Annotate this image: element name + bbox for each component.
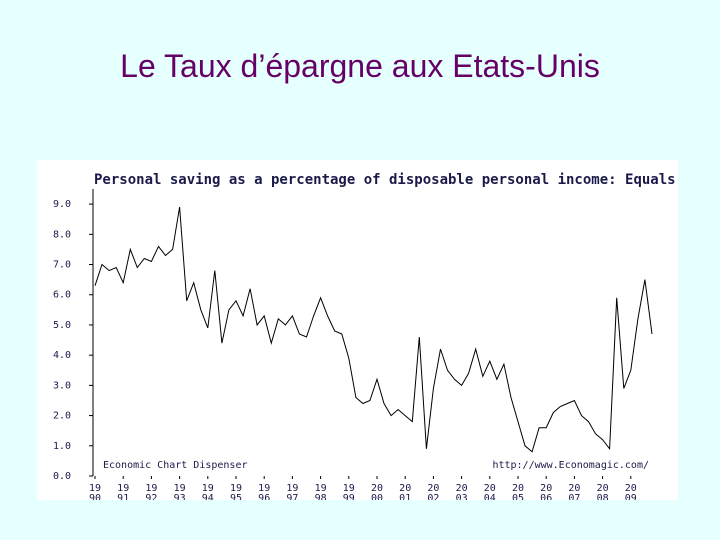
y-tick-label: 4.0 — [53, 350, 71, 361]
chart: Personal saving as a percentage of dispo… — [37, 160, 678, 500]
x-tick-label: 19 92 — [145, 483, 157, 500]
annotation: http://www.Economagic.com/ — [492, 460, 649, 471]
x-tick-label: 19 97 — [286, 483, 298, 500]
x-tick-label-part: 20 — [427, 483, 439, 494]
x-tick-label-part: 20 — [484, 483, 496, 494]
y-tick-label: 7.0 — [53, 260, 71, 271]
x-tick-label: 19 96 — [258, 483, 270, 500]
y-tick-label: 1.0 — [53, 441, 71, 452]
x-tick-label-part: 96 — [258, 493, 270, 500]
y-tick-label: 8.0 — [53, 229, 71, 240]
x-tick-label: 19 95 — [230, 483, 242, 500]
x-tick-label-part: 06 — [540, 493, 552, 500]
x-tick-label: 20 08 — [597, 483, 609, 500]
x-tick-label-part: 20 — [625, 483, 637, 494]
x-tick-label-part: 00 — [371, 493, 383, 500]
x-tick-label-part: 95 — [230, 493, 242, 500]
x-tick-label-part: 20 — [512, 483, 524, 494]
x-tick-label-part: 19 — [230, 483, 242, 494]
x-tick-label-part: 20 — [540, 483, 552, 494]
x-tick-label-part: 20 — [371, 483, 383, 494]
x-tick-label-part: 07 — [568, 493, 580, 500]
x-tick-label-part: 01 — [399, 493, 411, 500]
y-tick-label: 6.0 — [53, 290, 71, 301]
x-tick-label-part: 05 — [512, 493, 524, 500]
x-tick-label-part: 19 — [145, 483, 157, 494]
x-tick-label-part: 19 — [286, 483, 298, 494]
slide-title: Le Taux d’épargne aux Etats-Unis — [120, 48, 600, 84]
x-tick-label: 20 01 — [399, 483, 411, 500]
x-tick-label-part: 94 — [202, 493, 214, 500]
annotation: Economic Chart Dispenser — [103, 460, 248, 471]
data-line — [94, 207, 653, 453]
x-tick-label-part: 19 — [315, 483, 327, 494]
x-tick-label-part: 08 — [597, 493, 609, 500]
x-tick-label-part: 20 — [568, 483, 580, 494]
x-tick-label: 19 91 — [117, 483, 129, 500]
chart-background — [37, 160, 678, 500]
y-tick-label: 5.0 — [53, 320, 71, 331]
x-tick-label-part: 09 — [625, 493, 637, 500]
x-tick-label: 20 04 — [484, 483, 496, 500]
x-tick-label-part: 04 — [484, 493, 496, 500]
x-tick-label-part: 20 — [399, 483, 411, 494]
x-tick-label: 19 99 — [343, 483, 355, 500]
x-tick-label-part: 03 — [456, 493, 468, 500]
y-tick-label: 0.0 — [53, 471, 71, 482]
x-tick-label: 20 02 — [427, 483, 439, 500]
x-tick-label-part: 99 — [343, 493, 355, 500]
x-tick-label: 20 07 — [568, 483, 580, 500]
x-tick-label: 19 94 — [202, 483, 214, 500]
x-tick-label-part: 98 — [315, 493, 327, 500]
x-tick-label-part: 93 — [174, 493, 186, 500]
x-tick-label: 20 06 — [540, 483, 552, 500]
x-tick-label-part: 20 — [597, 483, 609, 494]
x-tick-label-part: 92 — [145, 493, 157, 500]
x-tick-label: 20 09 — [625, 483, 637, 500]
x-tick-label-part: 91 — [117, 493, 129, 500]
x-tick-label-part: 19 — [89, 483, 101, 494]
x-tick-label-part: 90 — [89, 493, 101, 500]
x-tick-label-part: 19 — [343, 483, 355, 494]
x-tick-label: 19 93 — [174, 483, 186, 500]
x-tick-label: 20 03 — [456, 483, 468, 500]
x-tick-label: 20 05 — [512, 483, 524, 500]
x-tick-label-part: 19 — [202, 483, 214, 494]
y-tick-label: 9.0 — [53, 199, 71, 210]
x-tick-label-part: 02 — [427, 493, 439, 500]
y-tick-label: 3.0 — [53, 380, 71, 391]
x-tick-label: 20 00 — [371, 483, 383, 500]
x-tick-label-part: 97 — [286, 493, 298, 500]
x-tick-label-part: 20 — [456, 483, 468, 494]
x-tick-label: 19 90 — [89, 483, 101, 500]
x-tick-label-part: 19 — [174, 483, 186, 494]
x-tick-label-part: 19 — [117, 483, 129, 494]
x-tick-label-part: 19 — [258, 483, 270, 494]
chart-title: Personal saving as a percentage of dispo… — [94, 172, 676, 188]
y-tick-label: 2.0 — [53, 411, 71, 422]
x-tick-label: 19 98 — [315, 483, 327, 500]
